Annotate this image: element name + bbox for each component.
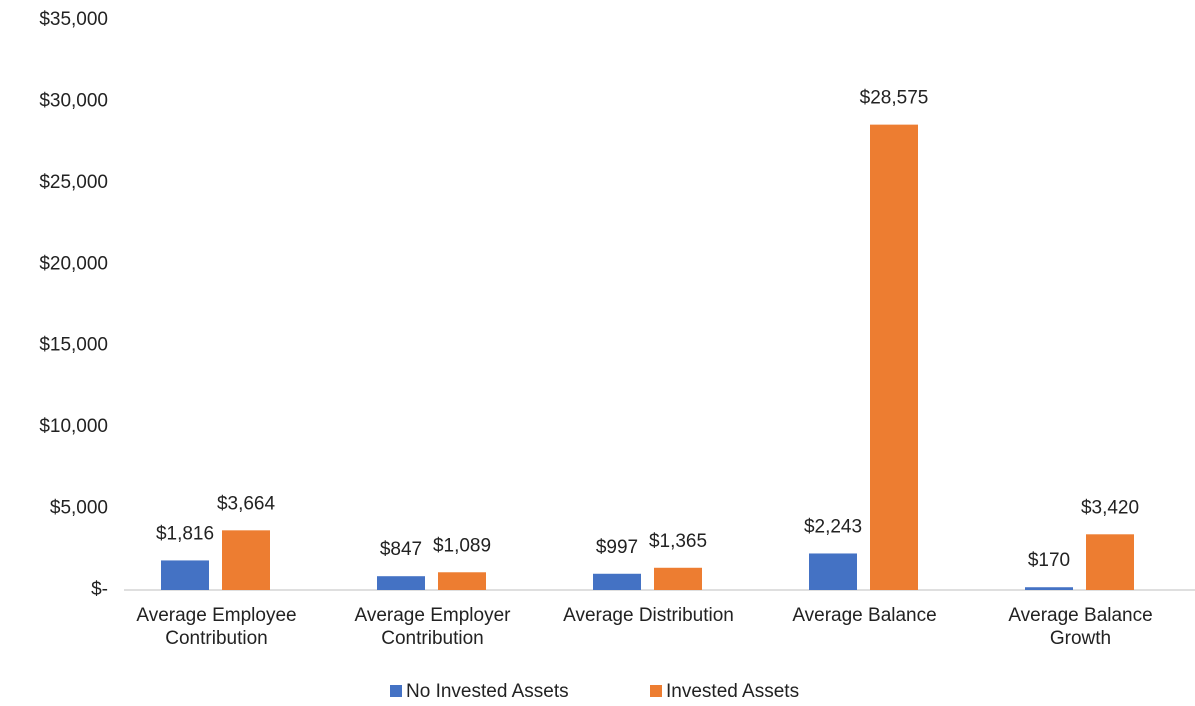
legend-swatch bbox=[650, 685, 662, 697]
bar bbox=[1025, 587, 1073, 590]
x-tick-label: Average Employer Contribution bbox=[354, 605, 511, 649]
x-tick-label: Average Distribution bbox=[563, 605, 734, 626]
bar bbox=[593, 573, 641, 590]
bar bbox=[809, 553, 857, 590]
bar bbox=[654, 567, 702, 590]
data-label: $847 bbox=[380, 539, 422, 560]
data-label: $170 bbox=[1028, 550, 1070, 571]
y-tick-label: $5,000 bbox=[50, 498, 108, 519]
bar bbox=[222, 530, 270, 590]
legend-label: Invested Assets bbox=[666, 681, 799, 702]
y-tick-label: $10,000 bbox=[39, 416, 108, 437]
bar bbox=[161, 560, 209, 590]
data-label: $1,816 bbox=[156, 523, 214, 544]
data-label: $3,664 bbox=[217, 493, 276, 514]
bar bbox=[377, 576, 425, 590]
x-tick-label: Average Employee Contribution bbox=[136, 605, 297, 649]
y-tick-label: $15,000 bbox=[39, 335, 108, 356]
x-tick-label: Average Balance bbox=[792, 605, 937, 626]
data-label: $1,365 bbox=[649, 531, 707, 552]
bar bbox=[438, 572, 486, 590]
legend-swatch bbox=[390, 685, 402, 697]
bar bbox=[1086, 534, 1134, 590]
y-tick-label: $25,000 bbox=[39, 172, 108, 193]
data-label: $3,420 bbox=[1081, 497, 1139, 518]
data-label: $997 bbox=[596, 537, 638, 558]
x-tick-label: Average Balance Growth bbox=[1008, 605, 1153, 649]
data-label: $2,243 bbox=[804, 516, 862, 537]
y-tick-label: $30,000 bbox=[39, 90, 108, 111]
y-tick-label: $20,000 bbox=[39, 253, 108, 274]
data-label: $28,575 bbox=[860, 88, 929, 109]
y-tick-label: $- bbox=[91, 579, 108, 600]
legend-label: No Invested Assets bbox=[406, 681, 569, 702]
bar bbox=[870, 124, 918, 590]
y-tick-label: $35,000 bbox=[39, 9, 108, 30]
data-label: $1,089 bbox=[433, 535, 491, 556]
